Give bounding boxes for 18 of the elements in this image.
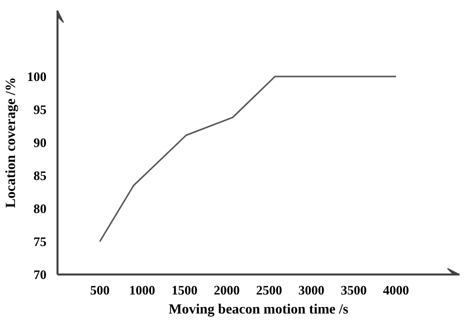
y-tick-label: 100 — [27, 69, 46, 84]
x-tick-label: 3000 — [298, 282, 324, 298]
y-tick-label: 75 — [34, 234, 47, 249]
x-tick-label: 2500 — [256, 282, 282, 298]
x-tick-label: 4000 — [383, 282, 410, 298]
x-tick-label: 2000 — [214, 282, 240, 298]
line-series — [99, 76, 397, 242]
y-tick-label: 80 — [34, 201, 46, 216]
x-tick-label: 500 — [90, 282, 110, 298]
x-axis-title: Moving beacon motion time /s — [168, 302, 349, 318]
y-axis-title: Location coverage /% — [4, 77, 19, 208]
x-tick-label: 3500 — [340, 282, 367, 298]
y-tick-label: 70 — [34, 267, 46, 282]
y-tick-label: 95 — [34, 102, 47, 117]
y-tick-label: 85 — [34, 168, 47, 183]
x-tick-label: 1000 — [129, 282, 156, 298]
x-tick-label: 1500 — [171, 282, 198, 298]
y-tick-label: 90 — [34, 135, 46, 150]
